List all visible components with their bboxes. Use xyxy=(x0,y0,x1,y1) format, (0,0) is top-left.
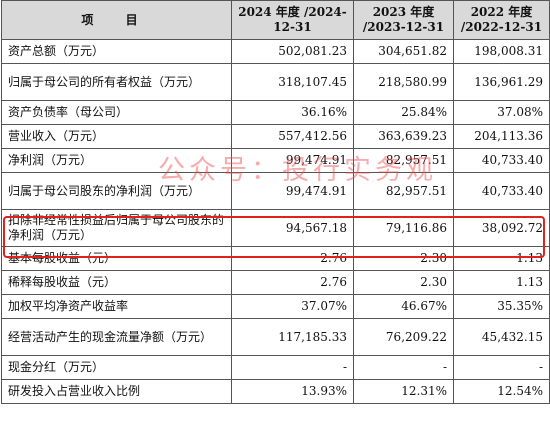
table-row: 净利润（万元） 99,474.91 82,957.51 40,733.40 xyxy=(1,148,550,173)
table-row: 营业收入（万元） 557,412.56 363,639.23 204,113.3… xyxy=(1,124,550,149)
header-2022: 2022 年度 /2022-12-31 xyxy=(453,0,550,40)
value-2022: 38,092.72 xyxy=(453,209,550,247)
table-header-row: 项 目 2024 年度 /2024-12-31 2023 年度 /2023-12… xyxy=(1,0,550,40)
table-row: 归属于母公司的所有者权益（万元） 318,107.45 218,580.99 1… xyxy=(1,63,550,101)
table-row: 现金分红（万元） - - - xyxy=(1,355,550,380)
value-2023: 2.30 xyxy=(353,270,454,295)
value-2022: 40,733.40 xyxy=(453,148,550,173)
row-label: 稀释每股收益（元） xyxy=(1,270,232,295)
value-2023: 2.30 xyxy=(353,246,454,271)
row-label: 基本每股收益（元） xyxy=(1,246,232,271)
value-2023: 79,116.86 xyxy=(353,209,454,247)
row-label: 归属于母公司股东的净利润（万元） xyxy=(1,172,232,210)
value-2024: 99,474.91 xyxy=(231,148,354,173)
row-label: 营业收入（万元） xyxy=(1,124,232,149)
value-2022: 45,432.15 xyxy=(453,318,550,356)
table-row: 资产总额（万元） 502,081.23 304,651.82 198,008.3… xyxy=(1,39,550,64)
header-2024: 2024 年度 /2024-12-31 xyxy=(231,0,354,40)
value-2024: 2.76 xyxy=(231,246,354,271)
value-2022: 198,008.31 xyxy=(453,39,550,64)
value-2023: 363,639.23 xyxy=(353,124,454,149)
table-row: 归属于母公司股东的净利润（万元） 99,474.91 82,957.51 40,… xyxy=(1,172,550,210)
value-2023: 25.84% xyxy=(353,100,454,125)
row-label: 资产总额（万元） xyxy=(1,39,232,64)
value-2022: 37.08% xyxy=(453,100,550,125)
table-row: 经营活动产生的现金流量净额（万元） 117,185.33 76,209.22 4… xyxy=(1,318,550,356)
row-label: 现金分红（万元） xyxy=(1,355,232,380)
row-label: 资产负债率（母公司） xyxy=(1,100,232,125)
value-2024: 502,081.23 xyxy=(231,39,354,64)
row-label: 加权平均净资产收益率 xyxy=(1,294,232,319)
value-2022: 1.13 xyxy=(453,246,550,271)
table-row: 资产负债率（母公司） 36.16% 25.84% 37.08% xyxy=(1,100,550,125)
value-2023: 304,651.82 xyxy=(353,39,454,64)
table-row: 稀释每股收益（元） 2.76 2.30 1.13 xyxy=(1,270,550,295)
value-2022: 35.35% xyxy=(453,294,550,319)
value-2024: 2.76 xyxy=(231,270,354,295)
value-2023: 12.31% xyxy=(353,379,454,404)
value-2024: 36.16% xyxy=(231,100,354,125)
value-2023: 46.67% xyxy=(353,294,454,319)
table-row-highlighted: 扣除非经常性损益后归属于母公司股东的净利润（万元） 94,567.18 79,1… xyxy=(1,209,550,247)
table-row: 加权平均净资产收益率 37.07% 46.67% 35.35% xyxy=(1,294,550,319)
value-2023: 82,957.51 xyxy=(353,148,454,173)
value-2022: 12.54% xyxy=(453,379,550,404)
value-2022: - xyxy=(453,355,550,380)
value-2022: 204,113.36 xyxy=(453,124,550,149)
value-2022: 1.13 xyxy=(453,270,550,295)
value-2022: 40,733.40 xyxy=(453,172,550,210)
header-2023: 2023 年度 /2023-12-31 xyxy=(353,0,454,40)
value-2024: 117,185.33 xyxy=(231,318,354,356)
value-2024: 37.07% xyxy=(231,294,354,319)
value-2023: 76,209.22 xyxy=(353,318,454,356)
row-label: 净利润（万元） xyxy=(1,148,232,173)
value-2024: 99,474.91 xyxy=(231,172,354,210)
table-row: 研发投入占营业收入比例 13.93% 12.31% 12.54% xyxy=(1,379,550,404)
value-2024: - xyxy=(231,355,354,380)
value-2023: - xyxy=(353,355,454,380)
value-2022: 136,961.29 xyxy=(453,63,550,101)
value-2024: 557,412.56 xyxy=(231,124,354,149)
value-2023: 218,580.99 xyxy=(353,63,454,101)
value-2024: 13.93% xyxy=(231,379,354,404)
table-row: 基本每股收益（元） 2.76 2.30 1.13 xyxy=(1,246,550,271)
row-label: 研发投入占营业收入比例 xyxy=(1,379,232,404)
row-label: 扣除非经常性损益后归属于母公司股东的净利润（万元） xyxy=(1,209,232,247)
value-2023: 82,957.51 xyxy=(353,172,454,210)
row-label: 经营活动产生的现金流量净额（万元） xyxy=(1,318,232,356)
header-item: 项 目 xyxy=(1,0,232,40)
financial-data-table: 项 目 2024 年度 /2024-12-31 2023 年度 /2023-12… xyxy=(1,0,550,404)
value-2024: 94,567.18 xyxy=(231,209,354,247)
row-label: 归属于母公司的所有者权益（万元） xyxy=(1,63,232,101)
value-2024: 318,107.45 xyxy=(231,63,354,101)
